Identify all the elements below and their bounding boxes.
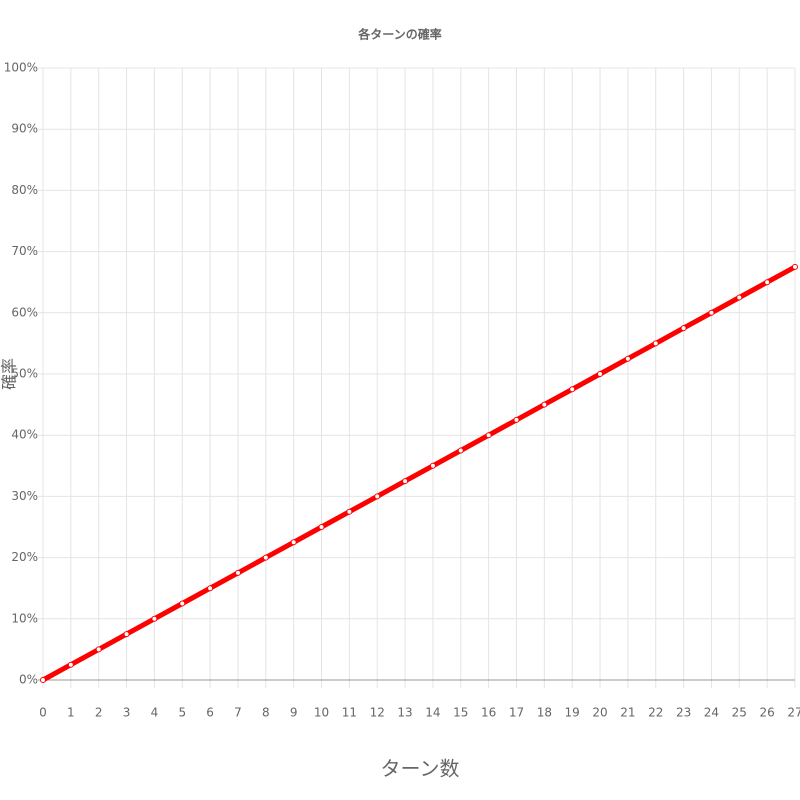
x-tick-label: 23 bbox=[676, 706, 691, 720]
point bbox=[764, 279, 771, 286]
x-tick-label: 24 bbox=[704, 706, 719, 720]
point bbox=[151, 615, 158, 622]
point bbox=[40, 677, 46, 683]
point bbox=[652, 340, 659, 347]
point bbox=[736, 294, 743, 301]
point bbox=[290, 539, 297, 546]
y-tick-label: 90% bbox=[11, 122, 38, 136]
x-tick-label: 25 bbox=[732, 706, 747, 720]
y-tick-label: 80% bbox=[11, 183, 38, 197]
x-tick-label: 4 bbox=[151, 706, 159, 720]
point bbox=[541, 401, 548, 408]
x-tick-label: 19 bbox=[565, 706, 580, 720]
point bbox=[457, 447, 464, 454]
point bbox=[234, 569, 241, 576]
x-tick-label: 26 bbox=[760, 706, 775, 720]
point bbox=[318, 524, 325, 530]
point bbox=[346, 508, 353, 515]
y-tick-label: 100% bbox=[4, 61, 38, 75]
x-tick-label: 3 bbox=[123, 706, 131, 720]
x-tick-label: 14 bbox=[425, 706, 440, 720]
point bbox=[624, 355, 631, 362]
point bbox=[95, 646, 102, 653]
x-tick-label: 0 bbox=[39, 706, 47, 720]
point bbox=[402, 478, 409, 485]
x-tick-label: 2 bbox=[95, 706, 103, 720]
y-tick-label: 30% bbox=[11, 489, 38, 503]
x-tick-label: 27 bbox=[787, 706, 800, 720]
x-tick-label: 8 bbox=[262, 706, 270, 720]
line bbox=[41, 264, 797, 683]
point bbox=[485, 432, 492, 439]
x-tick-label: 7 bbox=[234, 706, 242, 720]
y-tick-label: 0% bbox=[19, 673, 38, 687]
y-axis-label: 確率 bbox=[0, 358, 19, 390]
chart-title: 各ターンの確率 bbox=[357, 27, 441, 42]
point bbox=[207, 585, 214, 592]
x-tick-label: 16 bbox=[481, 706, 496, 720]
x-tick-label: 6 bbox=[206, 706, 214, 720]
y-tick-label: 10% bbox=[11, 611, 38, 625]
x-tick-label: 18 bbox=[537, 706, 552, 720]
x-tick-label: 20 bbox=[592, 706, 607, 720]
x-axis-label: ターン数 bbox=[381, 757, 460, 781]
x-tick-label: 10 bbox=[314, 706, 329, 720]
x-tick-label: 13 bbox=[397, 706, 412, 720]
point bbox=[792, 263, 798, 270]
point bbox=[179, 600, 186, 607]
point bbox=[374, 493, 381, 500]
point bbox=[680, 325, 687, 332]
point bbox=[67, 661, 74, 668]
x-tick-label: 22 bbox=[648, 706, 663, 720]
x-tick-label: 12 bbox=[370, 706, 385, 720]
y-tick-label: 40% bbox=[11, 428, 38, 442]
point bbox=[262, 554, 269, 561]
x-tick-label: 5 bbox=[178, 706, 186, 720]
x-tick-label: 21 bbox=[620, 706, 635, 720]
point bbox=[513, 416, 520, 423]
y-tick-label: 20% bbox=[11, 550, 38, 564]
x-tick-label: 9 bbox=[290, 706, 298, 720]
x-tick-label: 11 bbox=[342, 706, 357, 720]
y-tick-label: 60% bbox=[11, 305, 38, 319]
point bbox=[569, 386, 576, 393]
point bbox=[429, 462, 436, 469]
y-tick-label: 70% bbox=[11, 244, 38, 258]
x-tick-label: 15 bbox=[453, 706, 468, 720]
point bbox=[123, 631, 130, 638]
point bbox=[597, 371, 604, 377]
y-tick-label: 50% bbox=[11, 367, 38, 381]
x-tick-label: 17 bbox=[509, 706, 524, 720]
x-tick-label: 1 bbox=[67, 706, 75, 720]
point bbox=[708, 309, 715, 316]
